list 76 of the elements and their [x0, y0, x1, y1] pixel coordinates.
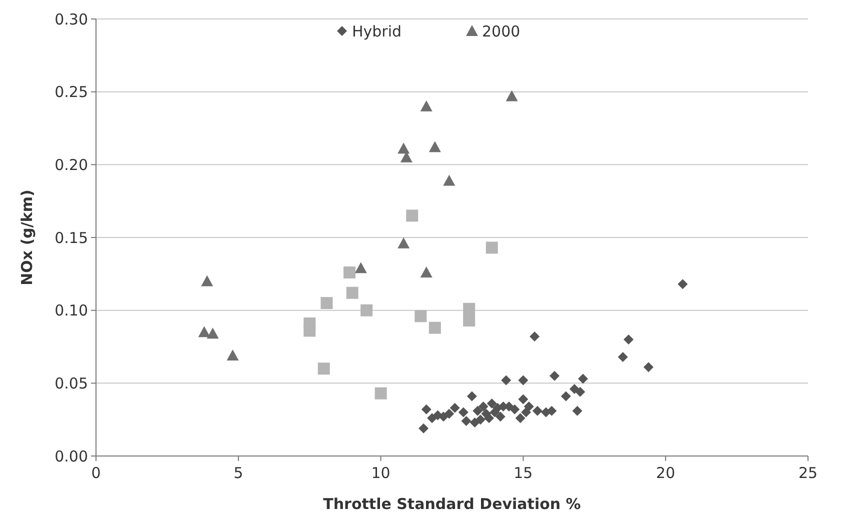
y-tick-label: 0.10 [54, 302, 88, 320]
y-tick-label: 0.20 [54, 156, 88, 174]
point [414, 310, 427, 322]
legend-label: 2000 [482, 22, 520, 40]
point [466, 391, 477, 402]
point [530, 332, 540, 342]
point [360, 304, 373, 316]
point [201, 275, 214, 286]
point [418, 423, 429, 434]
x-tick-label: 10 [371, 464, 390, 482]
point [398, 142, 410, 154]
point [532, 406, 542, 416]
point [475, 414, 486, 425]
x-tick-label: 5 [234, 464, 244, 482]
x-tick-label: 25 [798, 464, 818, 482]
y-tick-label: 0.25 [54, 83, 88, 102]
point [678, 279, 688, 290]
point [374, 387, 387, 400]
point [463, 314, 476, 327]
point [518, 394, 528, 404]
x-axis-title: Throttle Standard Deviation % [323, 495, 581, 513]
point [515, 413, 526, 424]
point [343, 266, 356, 278]
y-tick-label: 0.15 [54, 228, 88, 247]
point [226, 349, 239, 360]
point [484, 413, 494, 424]
point [518, 375, 528, 386]
point [624, 334, 634, 344]
point [461, 416, 472, 426]
point [472, 406, 483, 416]
point [546, 406, 557, 416]
point [644, 362, 654, 372]
point [450, 402, 460, 413]
point [521, 407, 532, 418]
point [486, 398, 497, 409]
point [458, 407, 468, 418]
point [354, 262, 367, 274]
point [428, 141, 441, 152]
point [486, 242, 498, 254]
point [618, 352, 628, 362]
point [463, 302, 476, 315]
point [444, 408, 454, 419]
point [501, 375, 512, 386]
point [206, 328, 219, 339]
point [198, 326, 210, 338]
point [420, 266, 432, 278]
y-tick-label: 0.05 [54, 374, 88, 392]
point [427, 413, 438, 424]
point [320, 297, 333, 310]
y-tick-label: 0.30 [54, 10, 88, 28]
point [443, 174, 456, 186]
point [510, 404, 520, 414]
point [318, 362, 330, 375]
point [572, 406, 582, 416]
point [304, 317, 316, 330]
point [524, 401, 534, 412]
x-tick-label: 0 [91, 464, 101, 482]
point [575, 386, 586, 397]
point [560, 391, 571, 402]
point [578, 374, 588, 384]
point [406, 210, 418, 222]
y-axis-title: NOx (g/km) [18, 190, 36, 286]
legend-label: Hybrid [352, 22, 402, 40]
point [550, 370, 560, 381]
x-tick-label: 20 [656, 464, 676, 482]
x-tick-label: 15 [514, 464, 533, 482]
point [478, 401, 488, 412]
point [569, 384, 580, 394]
y-tick-label: 0.00 [54, 447, 88, 466]
point [428, 322, 441, 334]
point [420, 100, 432, 112]
point [495, 412, 506, 422]
point [398, 237, 410, 248]
point [346, 286, 358, 299]
point [506, 90, 518, 102]
point [421, 404, 432, 414]
